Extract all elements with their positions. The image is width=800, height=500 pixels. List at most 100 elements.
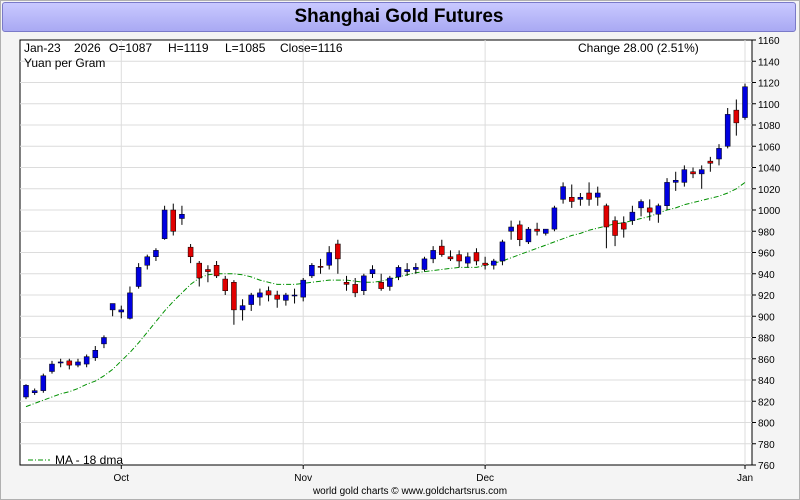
candle [144,254,151,270]
header-date: Jan-23 [24,41,61,55]
candle-body [594,192,601,198]
candle-body [257,292,263,298]
candle-body [222,278,228,291]
title-bar: Shanghai Gold Futures [2,2,796,32]
candle [49,360,55,374]
candle-body [127,292,133,319]
candle-body [716,148,722,160]
candle-body [75,361,81,366]
candle [733,99,740,136]
candle-body [664,182,670,206]
candle [222,275,228,295]
candle-body [274,294,280,300]
candle [83,354,90,368]
candle [724,108,731,149]
candle-body [179,214,185,219]
candle [664,178,670,210]
chart-title: Shanghai Gold Futures [294,6,504,27]
header-close: Close=1116 [280,41,343,55]
candle-body [361,275,367,291]
candle [716,144,722,166]
candle-body [291,294,298,297]
y-tick-label: 1120 [758,79,780,90]
candle [187,244,194,264]
candle [205,265,211,283]
candle [352,278,358,298]
header-low: L=1085 [225,41,266,55]
candle-body [620,222,627,230]
candle [586,182,592,206]
candle [161,205,168,240]
candle [387,275,393,291]
candle [248,292,254,311]
y-tick-label: 1060 [758,142,781,153]
candle [690,167,696,179]
candle-body [369,269,376,274]
candle [568,184,575,208]
candle [439,239,445,257]
x-tick-label: Jan [737,473,753,484]
candle-body [707,160,714,164]
candle-body [109,303,116,311]
y-tick-label: 1160 [758,36,780,47]
y-tick-label: 1000 [758,206,781,217]
candle [326,246,332,270]
candle [153,248,159,261]
candle-body [724,114,731,147]
grid-layer [20,40,752,465]
candle [274,290,280,308]
candle-body [543,228,549,234]
x-tick-label: Dec [476,473,494,484]
y-tick-label: 960 [758,249,775,260]
candle [404,263,410,276]
candle-body [551,207,558,230]
candle-body [638,201,644,209]
candle-body [378,282,384,289]
candle-body [577,197,584,200]
y-tick-label: 860 [758,355,775,366]
candle-body [568,197,575,202]
candle [603,203,610,249]
candle [309,263,315,278]
candle-body [309,265,315,277]
candle [57,358,64,368]
axis-layer: 760 780 800 820 840 860 880 900 920 940 960 980 1000… [114,36,781,484]
candle-body [92,350,99,358]
candle [612,216,618,247]
candle-body [646,207,653,213]
candle [517,220,523,247]
candle [594,186,601,206]
candle-body [681,169,688,183]
candle [300,278,306,302]
candle [127,286,133,320]
candle-body [430,250,436,260]
candle-body [40,375,47,391]
candle [543,228,549,236]
candle-body [144,256,151,266]
candle [413,263,419,274]
y-tick-label: 760 [758,461,775,472]
header-high: H=1119 [168,41,209,55]
candle-body [135,267,142,287]
candle [196,261,203,287]
candle [75,358,81,368]
candle [499,239,506,266]
candle [231,280,237,325]
candle [655,203,662,223]
y-tick-label: 900 [758,312,775,323]
candle-body [170,209,177,232]
candle-body [161,209,168,239]
candle-body [482,262,488,266]
candle-body [404,269,410,272]
y-tick-label: 980 [758,227,775,238]
candle-body [196,262,203,279]
candle-body [326,252,332,266]
candle [577,193,584,206]
candle-body [690,171,696,175]
candle-body [499,241,506,262]
y-tick-label: 940 [758,270,775,281]
candle [681,165,688,187]
candle-body [534,228,540,232]
candle-body [742,86,748,118]
candle-body [31,390,38,393]
